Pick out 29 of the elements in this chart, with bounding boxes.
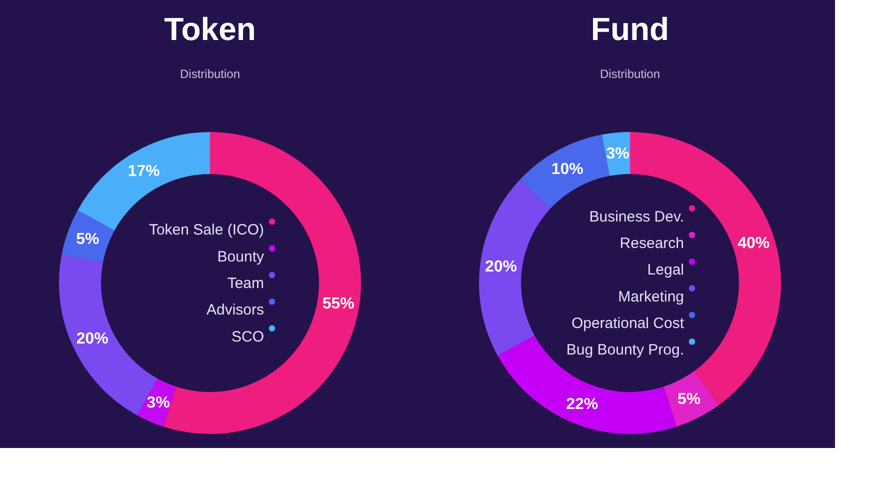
legend-label: Operational Cost [571, 315, 685, 332]
donut-slice [62, 210, 114, 263]
donut-slice [664, 371, 719, 427]
data-label: 20% [76, 330, 108, 348]
data-label: 40% [738, 234, 770, 252]
legend-label: Business Dev. [589, 208, 684, 226]
data-label: 10% [551, 161, 584, 178]
legend-label: SCO [231, 328, 264, 346]
data-label: 20% [485, 258, 518, 276]
donut-slice [479, 180, 551, 356]
data-label: 17% [128, 163, 160, 180]
chart-subtitle: Distribution [600, 67, 660, 81]
data-label: 22% [566, 396, 598, 413]
legend-label: Team [227, 275, 264, 292]
chart-subtitle: Distribution [180, 67, 240, 81]
data-label: 3% [146, 394, 170, 412]
chart-title: Fund [590, 11, 670, 47]
legend-label: Marketing [618, 288, 684, 306]
legend-label: Bounty [217, 248, 264, 266]
legend-label: Token Sale (ICO) [148, 222, 264, 239]
legend-label: Research [620, 235, 684, 252]
legend-label: Advisors [206, 302, 264, 319]
chart-title: Token [164, 11, 256, 47]
legend-label: Bug Bounty Prog. [566, 342, 684, 359]
data-label: 5% [76, 230, 100, 248]
legend-label: Legal [647, 262, 684, 279]
data-label: 5% [677, 390, 701, 408]
data-label: 3% [606, 146, 630, 163]
data-label: 55% [322, 295, 354, 312]
